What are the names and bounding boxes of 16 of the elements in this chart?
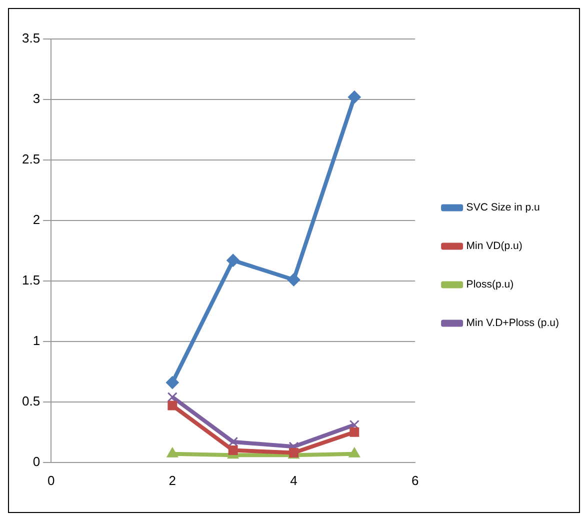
y-tick-label: 0	[32, 454, 40, 469]
legend-label: Min VD(p.u)	[466, 240, 522, 252]
x-tick-label: 4	[290, 472, 298, 488]
legend-label: SVC Size in p.u	[466, 202, 540, 214]
y-tick-label: 2	[32, 212, 40, 228]
y-tick-label: 3.5	[22, 30, 40, 46]
y-tick-label: 3	[32, 91, 40, 106]
legend-label: Min V.D+Ploss (p.u)	[466, 317, 560, 330]
x-tick-label: 0	[47, 472, 55, 488]
y-tick-label: 0.5	[22, 393, 40, 408]
legend-label: Ploss(p.u)	[466, 278, 514, 291]
y-tick-label: 1.5	[22, 272, 40, 288]
x-tick-label: 2	[168, 472, 176, 488]
y-tick-label: 2.5	[22, 152, 40, 167]
y-tick-label: 1	[32, 333, 40, 348]
x-tick-label: 6	[411, 472, 419, 488]
